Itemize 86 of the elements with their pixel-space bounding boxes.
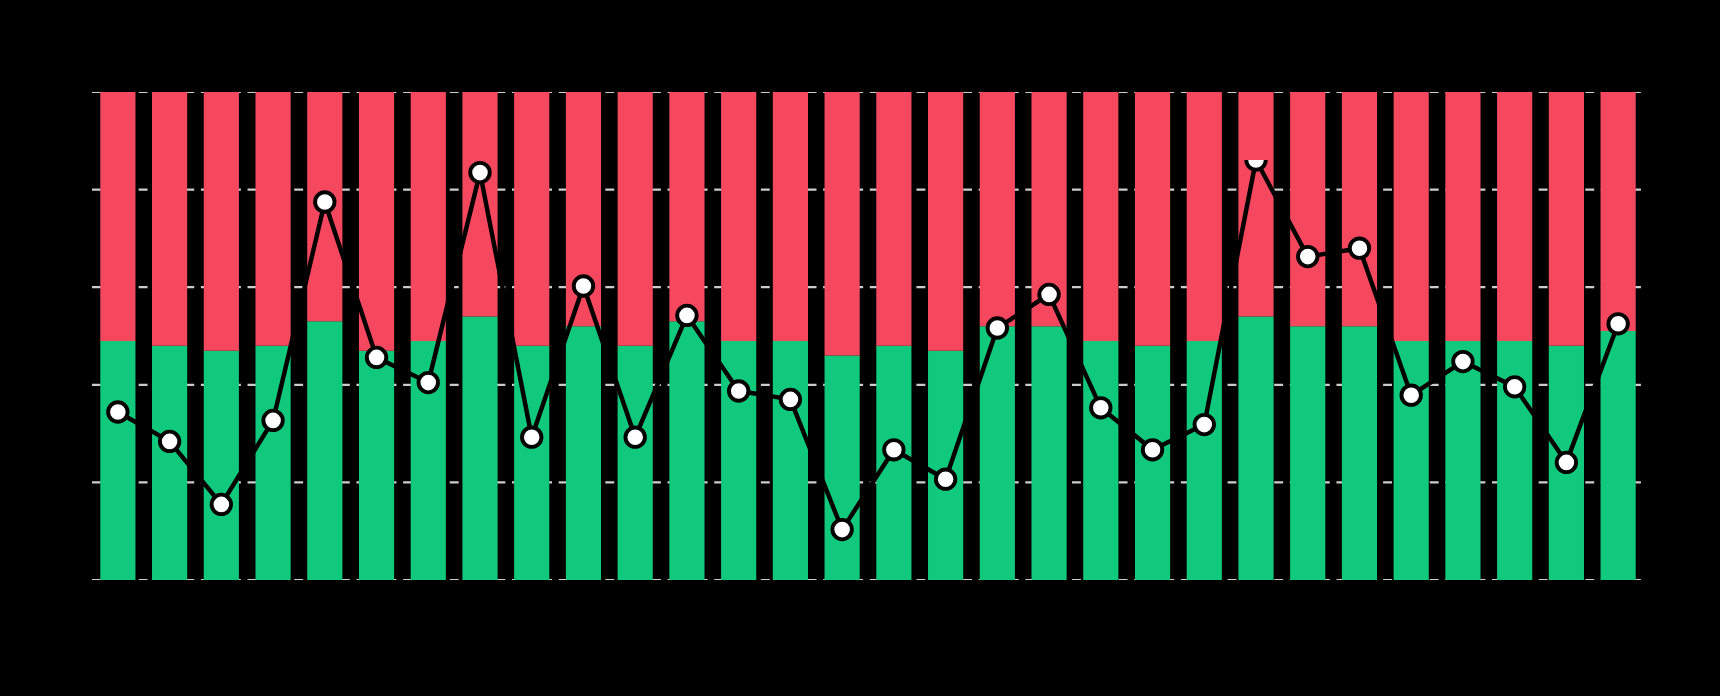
bar	[152, 92, 188, 346]
point	[1399, 383, 1423, 407]
bar	[772, 92, 808, 341]
bar	[1238, 92, 1274, 317]
point	[1347, 236, 1372, 260]
bar	[669, 321, 705, 580]
bar	[307, 321, 343, 580]
bar	[1134, 345, 1171, 580]
point	[1606, 312, 1630, 336]
bar	[1031, 326, 1067, 580]
bar	[514, 92, 550, 346]
bar	[1548, 345, 1584, 580]
point	[1089, 396, 1113, 420]
bar	[255, 92, 291, 346]
point	[209, 492, 234, 517]
bar	[1445, 92, 1481, 341]
point	[157, 429, 182, 454]
bar	[1548, 92, 1584, 346]
point	[416, 370, 440, 395]
bar	[1238, 316, 1274, 580]
bar	[100, 340, 136, 580]
point	[261, 408, 285, 433]
bar	[928, 92, 964, 351]
bar	[772, 340, 808, 580]
bar	[928, 350, 964, 580]
point	[830, 517, 854, 542]
bar	[1341, 326, 1378, 580]
bar	[1186, 92, 1222, 341]
point	[1502, 375, 1527, 399]
point	[520, 425, 544, 449]
bar	[669, 92, 705, 322]
bar	[1186, 340, 1222, 580]
point	[778, 387, 803, 412]
bar	[1083, 340, 1119, 580]
point	[1554, 450, 1579, 475]
bar	[979, 326, 1015, 580]
bar	[1290, 326, 1326, 580]
point	[1451, 349, 1475, 374]
bar	[1393, 92, 1429, 341]
point	[1037, 282, 1061, 307]
bar	[1445, 340, 1481, 580]
bar	[1600, 92, 1636, 332]
bar	[565, 92, 602, 327]
bar	[1290, 92, 1326, 327]
bar	[721, 340, 757, 580]
bar	[410, 340, 446, 580]
bar	[1134, 92, 1171, 346]
bar	[1341, 92, 1378, 327]
point	[623, 425, 647, 449]
point	[675, 303, 699, 328]
bar	[565, 326, 602, 580]
point	[882, 438, 906, 462]
bar	[462, 316, 498, 580]
point	[1140, 438, 1165, 462]
bar	[1393, 340, 1429, 580]
bar	[1031, 92, 1067, 327]
bar	[617, 345, 653, 580]
bar	[203, 92, 239, 351]
point	[1192, 412, 1216, 437]
bar	[203, 350, 239, 580]
bar	[876, 345, 912, 580]
bar	[255, 345, 291, 580]
point	[933, 467, 958, 491]
point	[106, 400, 130, 424]
bar	[1497, 340, 1533, 580]
bar	[358, 92, 395, 351]
point	[985, 316, 1010, 340]
bar	[100, 92, 136, 341]
bar	[152, 345, 188, 580]
point	[1296, 244, 1320, 269]
bar	[979, 92, 1015, 327]
bar	[824, 355, 860, 580]
point	[726, 379, 751, 403]
bar	[721, 92, 757, 341]
bar	[1497, 92, 1533, 341]
bar	[410, 92, 446, 341]
bar	[617, 92, 653, 346]
point	[571, 274, 596, 298]
point	[313, 190, 337, 214]
bar	[358, 350, 395, 580]
bar	[1083, 92, 1119, 341]
point	[468, 160, 492, 185]
bar	[824, 92, 860, 356]
bar	[1600, 331, 1636, 580]
point	[364, 345, 389, 370]
bar	[876, 92, 912, 346]
